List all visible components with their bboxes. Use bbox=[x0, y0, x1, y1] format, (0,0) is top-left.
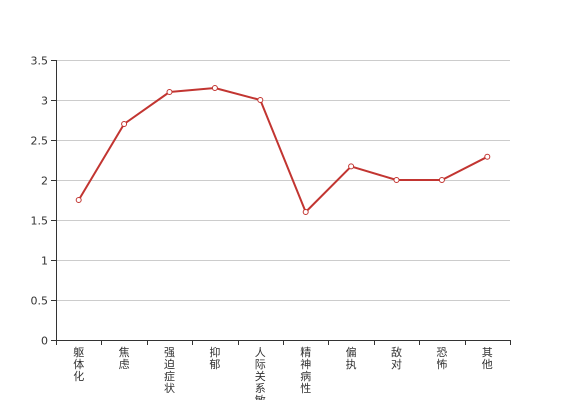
y-tick-label: 0 bbox=[41, 335, 48, 348]
data-point[interactable] bbox=[257, 97, 264, 103]
x-category-label: 其他 bbox=[482, 346, 493, 371]
data-point[interactable] bbox=[121, 121, 128, 127]
y-tick-label: 3 bbox=[41, 95, 48, 108]
x-category-label: 躯体化 bbox=[73, 346, 84, 383]
x-category-label: 焦虑 bbox=[119, 346, 130, 371]
x-category-label: 人际关系敏感 bbox=[255, 346, 266, 400]
y-tick-label: 3.5 bbox=[31, 55, 49, 68]
data-point[interactable] bbox=[166, 89, 173, 95]
series-line bbox=[77, 87, 488, 213]
data-point[interactable] bbox=[211, 85, 218, 91]
data-point[interactable] bbox=[393, 177, 400, 183]
x-category-label: 强迫症状 bbox=[164, 346, 175, 395]
y-tick-label: 0.5 bbox=[31, 295, 49, 308]
y-tick-label: 2 bbox=[41, 175, 48, 188]
x-category-label: 恐怖 bbox=[436, 346, 447, 371]
data-point[interactable] bbox=[348, 163, 355, 170]
y-tick-label: 1.5 bbox=[31, 215, 49, 228]
data-point[interactable] bbox=[302, 209, 309, 215]
x-axis-category-labels: 躯体化 焦虑 强迫症状 抑郁 人际关系敏感 精神病性 偏执 敌对 恐怖 其他 bbox=[73, 345, 493, 400]
data-point[interactable] bbox=[484, 153, 491, 160]
series-line-0 bbox=[77, 87, 488, 213]
y-tick-label: 1 bbox=[41, 255, 48, 268]
x-category-label: 敌对 bbox=[391, 345, 402, 371]
y-axis-tick-labels: 0 0.5 1 1.5 2 2.5 3 3.5 bbox=[31, 55, 49, 348]
x-category-label: 偏执 bbox=[346, 345, 357, 371]
x-category-label: 抑郁 bbox=[209, 345, 220, 371]
data-point[interactable] bbox=[75, 197, 82, 203]
data-points bbox=[75, 85, 491, 215]
x-category-label: 精神病性 bbox=[300, 346, 311, 395]
y-tick-label: 2.5 bbox=[31, 135, 49, 148]
grid-lines bbox=[56, 60, 510, 301]
data-point[interactable] bbox=[438, 177, 445, 183]
axes bbox=[51, 60, 511, 345]
